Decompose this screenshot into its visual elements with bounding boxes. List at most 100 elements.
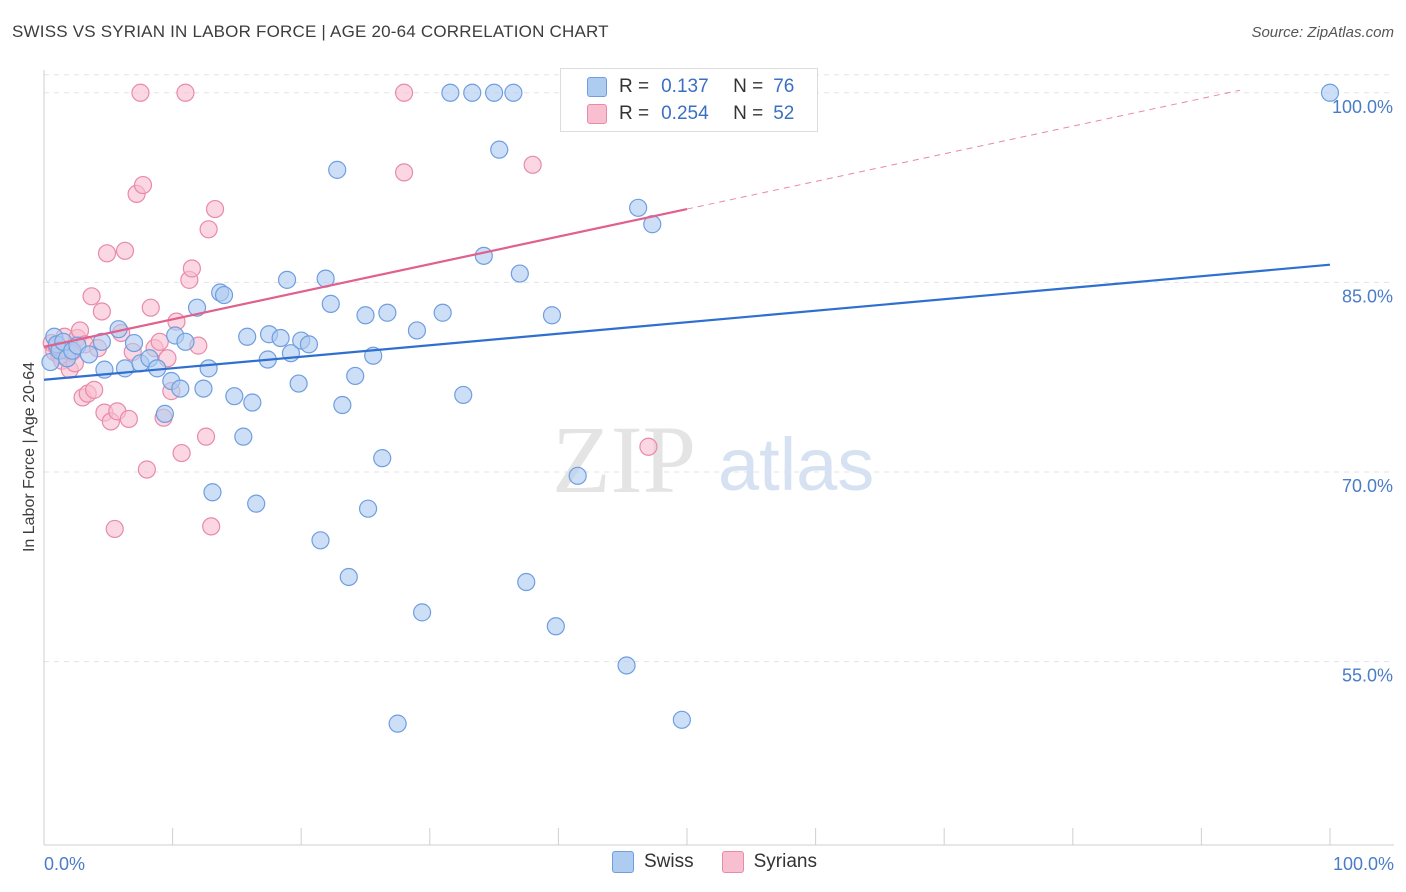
syrian-point — [131, 83, 150, 102]
syrian-point — [523, 155, 542, 174]
swiss-point — [388, 714, 407, 733]
swiss-point — [339, 567, 358, 587]
legend-item-swiss[interactable]: Swiss — [612, 851, 694, 873]
axes — [43, 70, 1394, 846]
swiss-point — [321, 294, 340, 313]
swiss-point — [171, 379, 190, 398]
n-value: 76 — [773, 76, 795, 97]
syrian-point — [82, 287, 101, 306]
swiss-point — [289, 374, 308, 393]
swiss-point — [629, 198, 648, 217]
syrian-point — [97, 244, 117, 263]
legend-row-swiss: R = 0.137 N = 76 — [587, 75, 794, 99]
r-value: 0.137 — [661, 76, 709, 97]
swiss-point — [328, 160, 347, 179]
swiss-point — [155, 404, 174, 423]
swiss-point — [176, 332, 195, 351]
syrian-point — [205, 199, 225, 219]
r-value: 0.254 — [661, 103, 709, 124]
swiss-swatch — [612, 851, 634, 873]
syrian-point — [119, 409, 138, 429]
swiss-point — [92, 332, 111, 351]
swiss-point — [247, 494, 266, 513]
legend-item-syrians[interactable]: Syrians — [721, 851, 817, 873]
swiss-point — [124, 333, 144, 353]
swiss-point — [546, 617, 565, 636]
swiss-point — [542, 306, 562, 325]
syrian-point — [394, 163, 414, 182]
gridlines — [44, 74, 1394, 663]
syrian-point — [150, 332, 169, 351]
syrian-point — [115, 241, 135, 260]
n-label: N = — [733, 103, 764, 124]
syrian-swatch — [587, 104, 607, 124]
x-tick-marks — [43, 828, 1331, 845]
syrian-point — [639, 437, 658, 456]
swiss-point — [194, 379, 213, 398]
syrian-point — [141, 298, 160, 317]
syrian-point — [196, 427, 216, 446]
swiss-point — [1320, 83, 1340, 102]
syrian-point — [176, 83, 195, 102]
source-label: Source: ZipAtlas.com — [1251, 24, 1394, 41]
syrian-point — [133, 175, 153, 195]
syrian-point — [394, 83, 414, 102]
swiss-point — [485, 83, 504, 102]
y-tick-label: 70.0% — [1342, 476, 1393, 496]
syrian-point — [105, 519, 124, 539]
swiss-point — [672, 710, 691, 729]
y-tick-label: 55.0% — [1342, 666, 1393, 686]
swiss-point — [617, 656, 636, 675]
swiss-points — [41, 83, 1340, 733]
watermark-zip: ZIP — [552, 406, 696, 513]
swiss-point — [311, 531, 330, 550]
swiss-point — [203, 483, 222, 502]
swiss-point — [243, 393, 262, 412]
syrian-point — [182, 259, 201, 278]
syrian-swatch — [721, 851, 744, 873]
swiss-point — [412, 603, 432, 622]
legend-row-syrians: R = 0.254 N = 52 — [587, 102, 794, 126]
y-axis-label: In Labor Force | Age 20-64 — [21, 362, 38, 552]
stats-legend: R = 0.137 N = 76 R = 0.254 N = 52 — [560, 68, 818, 132]
swiss-point — [115, 359, 135, 378]
swiss-point — [463, 83, 482, 102]
swiss-point — [358, 499, 378, 518]
swiss-point — [356, 306, 375, 325]
syrian-point — [202, 517, 221, 536]
zipatlas-watermark: ZIP atlas — [552, 406, 874, 513]
legend-label-swiss: Swiss — [644, 851, 694, 872]
swiss-point — [214, 285, 234, 305]
swiss-point — [299, 335, 319, 354]
swiss-point — [504, 83, 523, 102]
swiss-point — [346, 366, 365, 386]
swiss-point — [234, 427, 253, 446]
trend-lines — [43, 89, 1331, 381]
swiss-point — [407, 321, 427, 340]
swiss-point — [568, 466, 587, 485]
syrian-point — [92, 302, 111, 321]
r-label: R = — [619, 76, 650, 97]
watermark-atlas: atlas — [718, 423, 874, 506]
syrian-point — [85, 380, 104, 399]
x-tick-label-max: 100.0% — [1333, 854, 1394, 874]
swiss-point — [79, 345, 99, 364]
y-tick-label: 85.0% — [1342, 286, 1393, 306]
swiss-point — [225, 387, 244, 406]
series-legend: Swiss Syrians — [612, 851, 845, 873]
swiss-point — [333, 395, 352, 415]
swiss-point — [199, 359, 218, 378]
swiss-point — [510, 264, 529, 283]
swiss-point — [277, 270, 297, 289]
legend-label-syrians: Syrians — [753, 851, 817, 872]
syrian-point — [199, 220, 218, 239]
syrian-point — [172, 443, 191, 463]
syrian-point — [137, 460, 156, 479]
swiss-point — [378, 303, 397, 322]
swiss-point — [517, 572, 536, 592]
swiss-point — [373, 449, 392, 468]
swiss-point — [474, 246, 493, 265]
n-value: 52 — [773, 103, 795, 124]
swiss-swatch — [587, 77, 607, 97]
